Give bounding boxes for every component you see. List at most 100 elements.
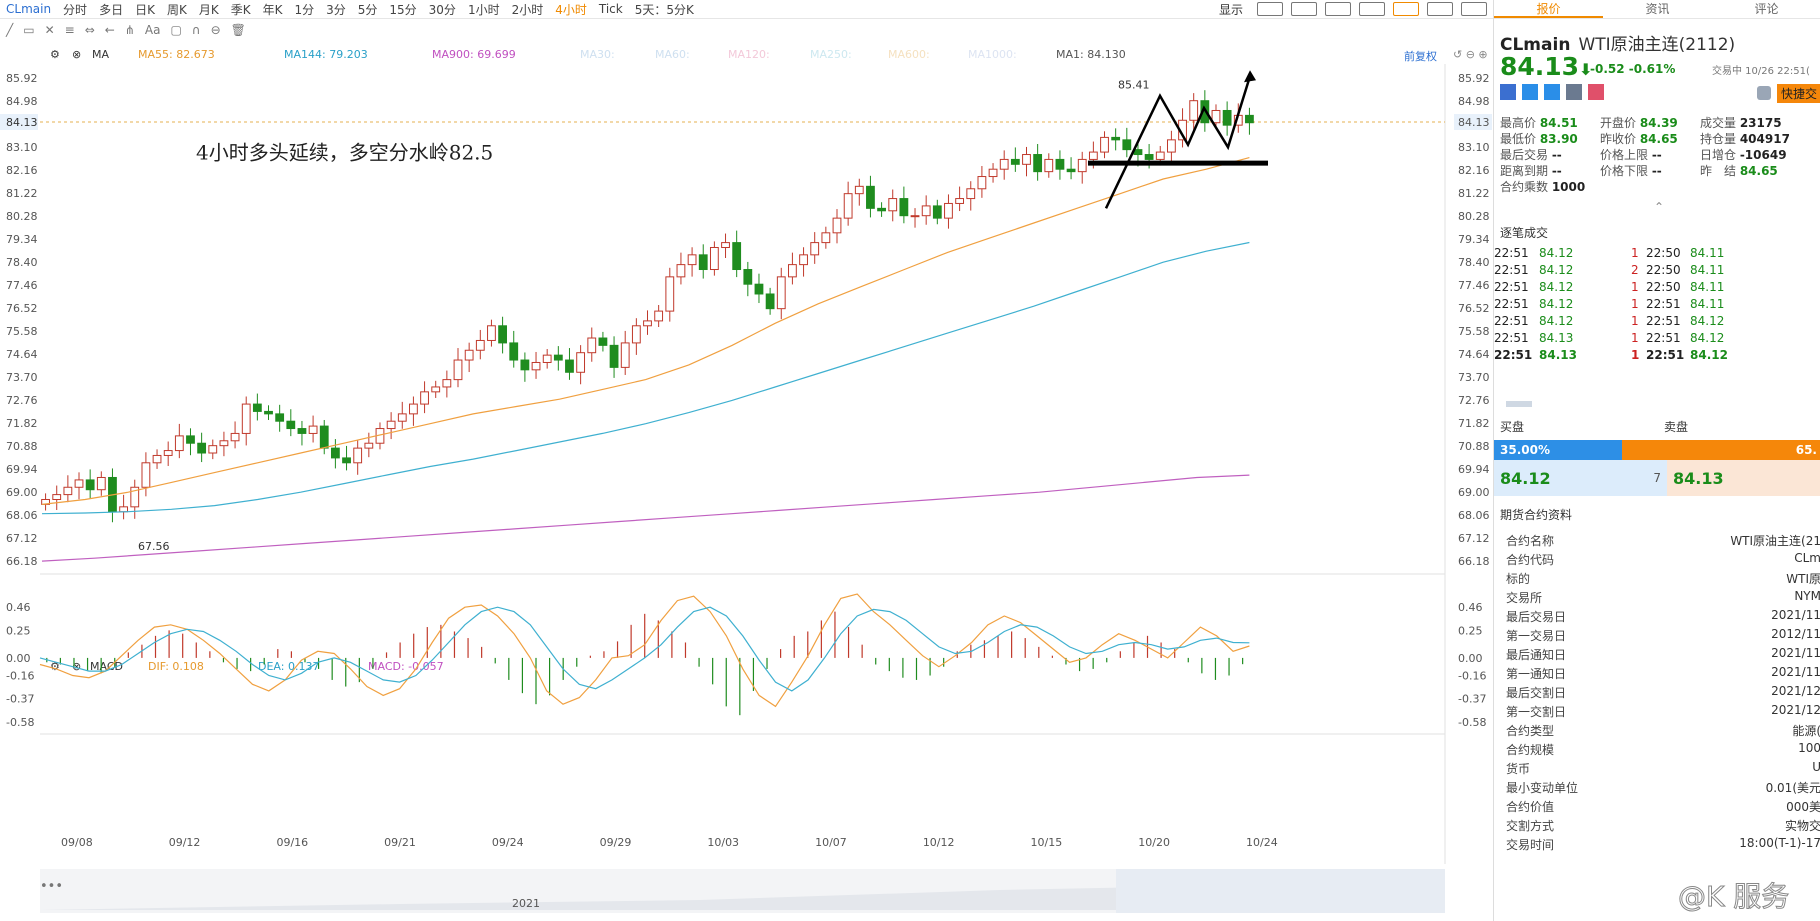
period-0[interactable]: 分时 bbox=[57, 1, 93, 18]
candle-body bbox=[231, 433, 239, 440]
macd-tick-left: 0.00 bbox=[6, 652, 31, 665]
period-16[interactable]: 5天：5分K bbox=[629, 1, 700, 18]
candle-body bbox=[1246, 115, 1254, 122]
contract-title: 期货合约资料 bbox=[1500, 506, 1572, 523]
pencil-icon[interactable] bbox=[1393, 2, 1419, 16]
sell-ratio-bar: 65. bbox=[1622, 440, 1820, 460]
period-12[interactable]: 1小时 bbox=[462, 1, 506, 18]
period-2[interactable]: 日K bbox=[129, 1, 161, 18]
symbol-selector[interactable]: CLmain bbox=[0, 2, 57, 16]
panel-icon[interactable] bbox=[1461, 2, 1487, 16]
period-15[interactable]: Tick bbox=[593, 2, 629, 16]
side-tab-0[interactable]: 报价 bbox=[1494, 0, 1603, 18]
macd-tick-right: 0.00 bbox=[1458, 652, 1483, 665]
magnet-tool-icon[interactable]: ∩ bbox=[192, 23, 201, 37]
bid-price: 84.12 bbox=[1500, 469, 1551, 488]
candle-body bbox=[710, 247, 718, 269]
candle-body bbox=[187, 436, 195, 443]
candle-body bbox=[800, 255, 808, 265]
candle-body bbox=[722, 243, 730, 248]
period-10[interactable]: 15分 bbox=[383, 1, 422, 18]
text-tool-icon[interactable]: Aa bbox=[145, 23, 161, 37]
settings-icon[interactable]: ⚙ bbox=[50, 48, 60, 61]
measure-tool-icon[interactable]: ⇔ bbox=[85, 23, 95, 37]
period-toolbar: CLmain 分时 多日 日K 周K 月K 季K 年K 1分 3分 5分 15分 30分 1小时 2小时 4小… bbox=[0, 0, 1493, 19]
candle-body bbox=[1145, 155, 1153, 160]
layout-icon[interactable] bbox=[1291, 2, 1317, 16]
period-3[interactable]: 周K bbox=[161, 1, 193, 18]
candle-body bbox=[1034, 155, 1042, 172]
candle-body bbox=[744, 270, 752, 285]
candle-body bbox=[320, 426, 328, 448]
settings-toolbar-icon[interactable] bbox=[1257, 2, 1283, 16]
line-tool-icon[interactable]: ╱ bbox=[6, 23, 13, 37]
period-7[interactable]: 1分 bbox=[288, 1, 320, 18]
candle-body bbox=[677, 265, 685, 277]
candle-body bbox=[387, 421, 395, 428]
period-9[interactable]: 5分 bbox=[352, 1, 384, 18]
candle-body bbox=[666, 277, 674, 311]
candle-body bbox=[1078, 159, 1086, 171]
side-tab-1[interactable]: 资讯 bbox=[1603, 0, 1712, 18]
buy-label: 买盘 bbox=[1500, 418, 1524, 435]
bell-icon[interactable] bbox=[1757, 86, 1771, 100]
ma900-label: MA900: 69.699 bbox=[432, 48, 516, 61]
y-tick-right: 70.88 bbox=[1458, 440, 1490, 453]
pitchfork-tool-icon[interactable]: ⋔ bbox=[125, 23, 135, 37]
collapse-icon[interactable]: ⌃ bbox=[1654, 200, 1664, 214]
camera-icon[interactable] bbox=[1325, 2, 1351, 16]
period-13[interactable]: 2小时 bbox=[506, 1, 550, 18]
shape-tool-icon[interactable]: ▭ bbox=[23, 23, 34, 37]
doc-icon[interactable] bbox=[1566, 84, 1582, 100]
period-1[interactable]: 多日 bbox=[93, 1, 129, 18]
hide-tool-icon[interactable]: ⊖ bbox=[211, 23, 221, 37]
trade-row: 22:51 84.12 1 22:51 84.12 bbox=[1494, 314, 1820, 332]
candle-body bbox=[343, 458, 351, 463]
period-14[interactable]: 4小时 bbox=[549, 1, 593, 18]
macd-tick-left: -0.58 bbox=[6, 716, 34, 729]
display-menu[interactable]: 显示 bbox=[1213, 1, 1249, 18]
y-tick-right: 68.06 bbox=[1458, 509, 1490, 522]
watermark: @K 服务 bbox=[1678, 875, 1789, 915]
trade-row: 22:51 84.13 1 22:51 84.12 bbox=[1494, 331, 1820, 349]
edit-icon[interactable] bbox=[1359, 2, 1385, 16]
close-icon[interactable]: ⊗ bbox=[72, 48, 81, 61]
quote-field: 成交量 23175 bbox=[1700, 114, 1782, 131]
candle-body bbox=[621, 343, 629, 367]
period-8[interactable]: 3分 bbox=[320, 1, 352, 18]
y-tick-right: 83.10 bbox=[1458, 141, 1490, 154]
quick-trade-button[interactable]: 快捷交 bbox=[1777, 84, 1820, 103]
ma-name[interactable]: MA bbox=[92, 48, 109, 61]
candle-body bbox=[532, 362, 540, 369]
cross-tool-icon[interactable]: ✕ bbox=[45, 23, 55, 37]
lightning-icon[interactable] bbox=[1522, 84, 1538, 100]
candle-body bbox=[488, 326, 496, 341]
comment-tool-icon[interactable]: ▢ bbox=[170, 23, 181, 37]
candle-body bbox=[733, 243, 741, 270]
y-tick-right: 67.12 bbox=[1458, 532, 1490, 545]
delete-tool-icon[interactable]: 🗑 bbox=[231, 23, 246, 37]
macd-tick-right: -0.37 bbox=[1458, 693, 1486, 706]
candle-body bbox=[64, 487, 72, 494]
kline-chart[interactable]: 85.92 85.92 84.98 84.98 84.13 84.13 83.10 83.10… bbox=[0, 64, 1493, 921]
period-6[interactable]: 年K bbox=[257, 1, 289, 18]
heart-icon[interactable] bbox=[1588, 84, 1604, 100]
y-tick-left: 71.82 bbox=[6, 417, 38, 430]
people-icon[interactable] bbox=[1544, 84, 1560, 100]
fullscreen-icon[interactable] bbox=[1427, 2, 1453, 16]
period-4[interactable]: 月K bbox=[193, 1, 225, 18]
period-5[interactable]: 季K bbox=[225, 1, 257, 18]
adjust-button[interactable]: 前复权 bbox=[1404, 48, 1437, 64]
y-tick-left: 74.64 bbox=[6, 348, 38, 361]
side-tab-2[interactable]: 评论 bbox=[1712, 0, 1820, 18]
quote-field: 持仓量 404917 bbox=[1700, 130, 1790, 147]
arrow-tool-icon[interactable]: ← bbox=[105, 23, 115, 37]
flag-icon[interactable] bbox=[1500, 84, 1516, 100]
reset-icon[interactable]: ↺ ⊖ ⊕ bbox=[1453, 48, 1488, 61]
fib-tool-icon[interactable]: ≡ bbox=[65, 23, 75, 37]
quote-field: 开盘价 84.39 bbox=[1600, 114, 1678, 131]
candle-body bbox=[922, 206, 930, 216]
candle-body bbox=[510, 343, 518, 360]
bid-box: 84.12 7 bbox=[1494, 460, 1667, 496]
period-11[interactable]: 30分 bbox=[423, 1, 462, 18]
